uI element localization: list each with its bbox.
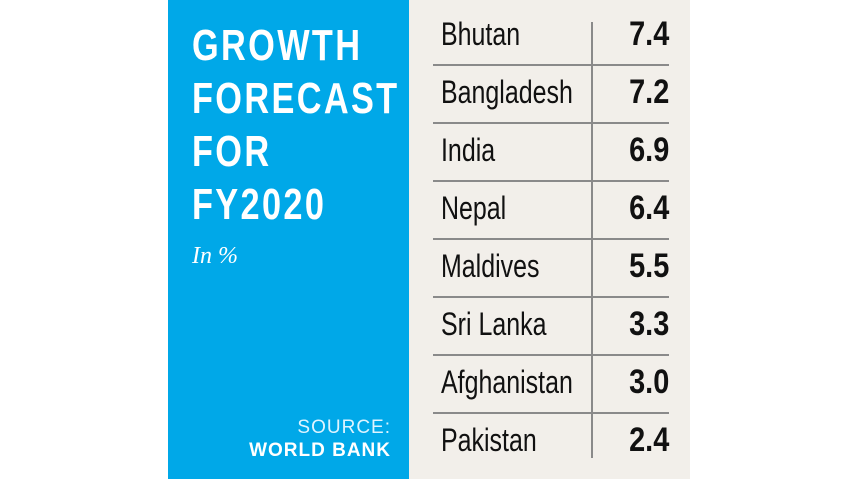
growth-value: 2.4 [628, 421, 669, 459]
row-separator [433, 122, 669, 124]
country-name: Pakistan [441, 422, 537, 458]
growth-value: 3.3 [628, 305, 669, 343]
growth-value: 7.4 [628, 15, 669, 53]
table-row: Pakistan 2.4 [433, 414, 669, 472]
row-separator [433, 64, 669, 66]
title-line-2: FORECAST [192, 74, 400, 123]
title-line-1: GROWTH [192, 21, 363, 70]
column-divider [591, 22, 593, 458]
table-row: Bangladesh 7.2 [433, 66, 669, 124]
growth-value: 7.2 [628, 73, 669, 111]
growth-value: 5.5 [628, 247, 669, 285]
row-separator [433, 412, 669, 414]
data-table: Bhutan 7.4 Bangladesh 7.2 India 6.9 Nepal 6.4 Ma… [409, 0, 690, 479]
growth-value: 6.4 [628, 189, 669, 227]
table-row: Bhutan 7.4 [433, 8, 669, 66]
growth-value: 3.0 [628, 363, 669, 401]
country-name: Maldives [441, 248, 540, 284]
table-row: Maldives 5.5 [433, 240, 669, 298]
table-row: Nepal 6.4 [433, 182, 669, 240]
growth-value: 6.9 [628, 131, 669, 169]
source-label: SOURCE: [297, 417, 391, 438]
row-separator [433, 354, 669, 356]
title-line-4: FY2020 [192, 180, 327, 229]
table-row: Afghanistan 3.0 [433, 356, 669, 414]
country-name: Afghanistan [441, 364, 573, 400]
row-separator [433, 296, 669, 298]
title-line-3: FOR [192, 127, 272, 176]
country-name: Sri Lanka [441, 306, 547, 342]
table-row: Sri Lanka 3.3 [433, 298, 669, 356]
country-name: Nepal [441, 190, 507, 226]
country-name: Bhutan [441, 16, 521, 52]
row-separator [433, 180, 669, 182]
source-name: WORLD BANK [249, 440, 391, 461]
row-separator [433, 238, 669, 240]
table-row: India 6.9 [433, 124, 669, 182]
country-name: Bangladesh [441, 74, 573, 110]
title-panel: GROWTH FORECAST FOR FY2020 In % SOURCE: … [168, 0, 409, 479]
country-name: India [441, 132, 496, 168]
unit-label: In % [192, 243, 238, 269]
